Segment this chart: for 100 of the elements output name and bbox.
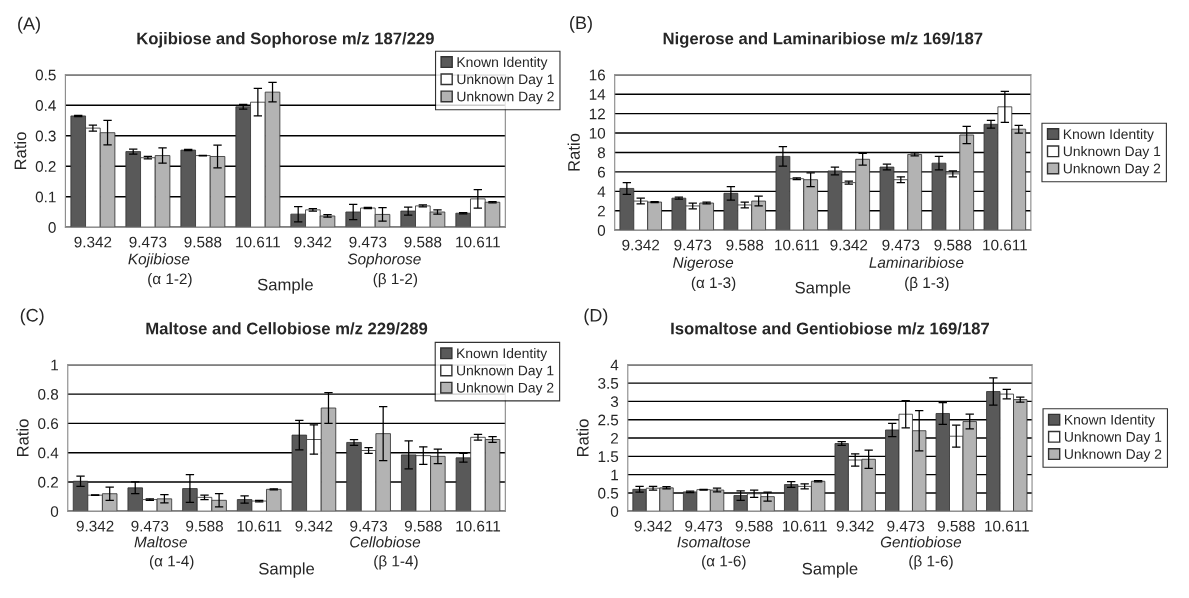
x-tick-label: 9.588 — [735, 520, 773, 532]
legend-label: Known Identity — [457, 56, 548, 70]
x-tick-label: 9.588 — [934, 239, 972, 251]
x-tick-label: 9.342 — [836, 520, 874, 532]
text: Kojibiose — [128, 253, 190, 268]
legend-label: Known Identity — [1065, 414, 1155, 428]
y-tick-label: 12 — [589, 108, 605, 120]
x-tick-label: 9.473 — [685, 520, 723, 532]
y-tick-label: 1 — [611, 469, 619, 481]
chart-title: Isomaltose and Gentiobiose m/z 169/187 — [671, 322, 989, 335]
x-tick-label: 10.611 — [983, 239, 1027, 251]
legend-label: Unknown Day 1 — [1064, 431, 1162, 445]
y-tick-label: 0.4 — [35, 100, 56, 111]
y-tick-label: 0 — [597, 225, 606, 236]
x-tick-label: 9.342 — [295, 520, 333, 532]
x-axis-title: Sample — [802, 562, 858, 578]
y-tick-label: 2.5 — [598, 414, 619, 426]
y-tick-label: 0.3 — [35, 130, 56, 142]
chart-title: Nigerose and Laminaribiose m/z 169/187 — [663, 32, 983, 48]
x-axis-title: Sample — [259, 562, 315, 578]
x-tick-label: 9.342 — [294, 236, 332, 248]
legend-label: Unknown Day 1 — [1063, 146, 1161, 159]
y-tick-label: 0 — [50, 506, 59, 517]
x-tick-label: 10.611 — [775, 239, 819, 251]
y-tick-label: 1.5 — [598, 451, 619, 463]
legend-label: Unknown Day 2 — [457, 382, 554, 396]
x-tick-label: 9.342 — [74, 236, 112, 248]
y-tick-label: 16 — [589, 69, 606, 81]
y-tick-label: 1 — [51, 359, 58, 371]
text: Nigerose — [673, 256, 734, 271]
y-axis-title: Ratio — [14, 132, 27, 170]
y-axis-title: Ratio — [16, 419, 29, 457]
text: (D) — [584, 308, 608, 326]
text: (A) — [18, 16, 40, 34]
text: Gentiobiose — [880, 536, 962, 548]
x-tick-label: 10.611 — [236, 236, 280, 248]
legend-label: Known Identity — [1063, 128, 1154, 142]
x-tick-label: 9.342 — [634, 520, 672, 532]
x-tick-label: 9.588 — [404, 236, 442, 248]
text: (β 1-4) — [374, 555, 418, 570]
x-tick-label: 10.611 — [985, 520, 1029, 532]
x-tick-label: 10.611 — [237, 520, 282, 532]
x-tick-label: 9.473 — [350, 520, 388, 532]
y-tick-label: 6 — [597, 166, 606, 178]
y-tick-label: 0.5 — [35, 69, 56, 81]
chart-title: Kojibiose and Sophorose m/z 187/229 — [137, 32, 434, 48]
y-tick-label: 8 — [597, 147, 606, 159]
text: Cellobiose — [350, 536, 421, 548]
text: (C) — [20, 308, 44, 326]
text: (α 1-3) — [691, 276, 736, 292]
y-tick-label: 0.2 — [35, 161, 56, 172]
x-tick-label: 10.611 — [456, 236, 500, 248]
x-tick-label: 9.473 — [131, 520, 169, 532]
y-tick-label: 0.4 — [38, 447, 59, 459]
y-tick-label: 4 — [610, 359, 619, 371]
text: (β 1-3) — [905, 276, 949, 292]
x-tick-label: 9.473 — [129, 236, 167, 248]
text: Maltose — [134, 536, 187, 548]
text: Isomaltose — [677, 536, 751, 548]
x-tick-label: 9.588 — [726, 239, 764, 251]
text: (β 1-6) — [909, 555, 953, 570]
x-tick-label: 9.588 — [937, 520, 975, 532]
x-tick-label: 10.611 — [783, 520, 827, 532]
legend-label: Unknown Day 1 — [457, 74, 554, 87]
x-tick-label: 9.588 — [404, 520, 442, 532]
text: (B) — [570, 15, 592, 33]
legend-label: Unknown Day 2 — [457, 91, 554, 105]
legend-label: Unknown Day 2 — [1063, 163, 1161, 177]
y-tick-label: 0.2 — [38, 476, 58, 488]
y-tick-label: 14 — [589, 89, 606, 100]
legend-label: Unknown Day 2 — [1064, 448, 1162, 462]
legend-label: Known Identity — [457, 348, 548, 361]
x-tick-label: 9.473 — [882, 239, 920, 251]
y-tick-label: 3 — [610, 396, 619, 408]
y-tick-label: 0.6 — [38, 418, 59, 430]
x-tick-label: 9.588 — [186, 520, 223, 532]
y-axis-title: Ratio — [567, 133, 580, 171]
y-tick-label: 2 — [597, 205, 605, 217]
y-tick-label: 2 — [611, 432, 618, 444]
y-tick-label: 0.1 — [35, 191, 56, 203]
x-tick-label: 10.611 — [456, 520, 501, 532]
x-tick-label: 9.342 — [622, 239, 660, 251]
y-tick-label: 0 — [48, 222, 56, 233]
x-axis-title: Sample — [257, 278, 313, 294]
text: (α 1-2) — [148, 272, 192, 288]
text: (α 1-6) — [702, 555, 746, 570]
y-tick-label: 10 — [589, 127, 606, 139]
text: (α 1-4) — [149, 555, 194, 570]
x-tick-label: 9.473 — [674, 239, 712, 251]
y-tick-label: 0.8 — [38, 388, 59, 400]
chart-title: Maltose and Cellobiose m/z 229/289 — [146, 322, 428, 335]
text: Laminaribiose — [869, 256, 964, 268]
text: (β 1-2) — [373, 272, 418, 288]
y-tick-label: 4 — [597, 186, 606, 197]
x-axis-title: Sample — [795, 281, 851, 297]
y-axis-title: Ratio — [576, 419, 589, 457]
y-tick-label: 3.5 — [598, 377, 619, 389]
y-tick-label: 0.5 — [598, 487, 619, 499]
x-tick-label: 9.588 — [184, 236, 222, 248]
x-tick-label: 9.473 — [349, 236, 387, 248]
